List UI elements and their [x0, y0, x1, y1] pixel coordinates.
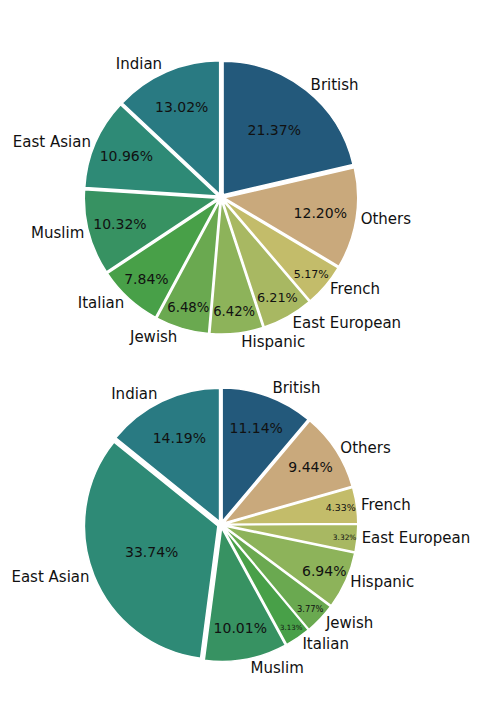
svg-text:11.14%: 11.14% — [230, 420, 283, 436]
svg-text:Hispanic: Hispanic — [350, 573, 414, 591]
svg-text:Italian: Italian — [302, 635, 349, 653]
svg-text:Indian: Indian — [111, 385, 157, 403]
svg-text:9.44%: 9.44% — [288, 459, 332, 475]
svg-text:6.42%: 6.42% — [213, 304, 255, 319]
svg-text:6.48%: 6.48% — [167, 300, 209, 315]
svg-text:10.96%: 10.96% — [100, 148, 153, 164]
svg-text:14.19%: 14.19% — [153, 430, 206, 446]
svg-text:British: British — [272, 379, 320, 397]
svg-text:Indian: Indian — [116, 55, 162, 73]
svg-text:3.32%: 3.32% — [333, 533, 357, 542]
svg-text:Others: Others — [340, 439, 391, 457]
svg-text:French: French — [361, 496, 411, 514]
svg-text:East European: East European — [362, 529, 471, 547]
svg-text:British: British — [311, 76, 359, 94]
svg-text:Italian: Italian — [78, 294, 125, 312]
svg-text:Others: Others — [361, 210, 412, 228]
svg-text:Muslim: Muslim — [251, 659, 304, 677]
svg-text:Muslim: Muslim — [31, 224, 84, 242]
svg-text:10.01%: 10.01% — [214, 620, 267, 636]
svg-text:Jewish: Jewish — [129, 328, 177, 346]
svg-text:13.02%: 13.02% — [155, 99, 208, 115]
svg-text:East European: East European — [293, 314, 402, 332]
svg-text:French: French — [330, 280, 380, 298]
svg-text:7.84%: 7.84% — [124, 271, 168, 287]
svg-text:Jewish: Jewish — [325, 614, 373, 632]
svg-text:12.20%: 12.20% — [294, 205, 347, 221]
svg-text:6.94%: 6.94% — [302, 563, 346, 579]
svg-text:6.21%: 6.21% — [257, 290, 298, 305]
svg-text:5.17%: 5.17% — [294, 268, 329, 281]
svg-text:Hispanic: Hispanic — [241, 333, 305, 351]
svg-text:East Asian: East Asian — [13, 133, 91, 151]
svg-text:33.74%: 33.74% — [125, 544, 178, 560]
svg-text:10.32%: 10.32% — [93, 216, 146, 232]
svg-text:21.37%: 21.37% — [248, 122, 301, 138]
svg-text:3.13%: 3.13% — [280, 623, 303, 632]
svg-text:4.33%: 4.33% — [326, 502, 356, 513]
svg-text:East Asian: East Asian — [11, 568, 89, 586]
svg-text:3.77%: 3.77% — [297, 604, 324, 614]
